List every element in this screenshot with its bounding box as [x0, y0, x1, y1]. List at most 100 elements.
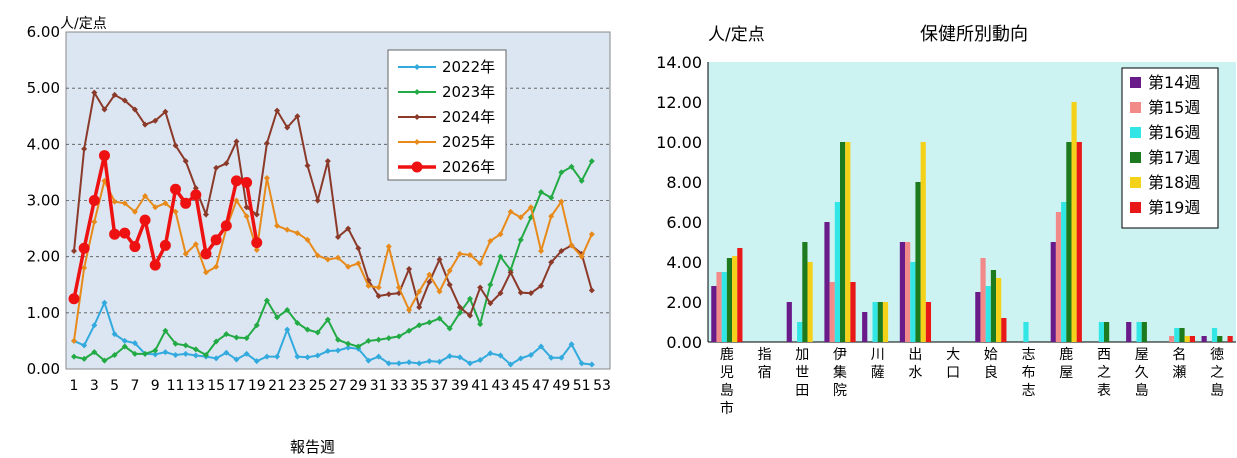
data-point: [426, 278, 433, 285]
data-point: [91, 349, 98, 356]
data-point: [497, 352, 504, 359]
data-point: [274, 222, 281, 229]
x-tick-label: 27: [329, 378, 347, 394]
category-label: 西之表: [1097, 347, 1111, 399]
x-tick-label: 37: [431, 378, 449, 394]
data-point: [182, 250, 189, 257]
x-tick-label: 35: [410, 378, 428, 394]
data-point: [385, 335, 392, 342]
data-point: [263, 140, 270, 147]
line-chart-y-tick-labels: 0.00 1.00 2.00 3.00 4.00 5.00 6.00: [27, 23, 60, 378]
data-point: [172, 351, 179, 358]
data-point: [213, 355, 220, 362]
y-tick-label: 0.00: [666, 333, 702, 352]
data-point: [131, 340, 138, 347]
data-point: [182, 158, 189, 165]
data-point: [527, 290, 534, 297]
bar: [1126, 322, 1132, 342]
x-tick-label: 15: [207, 378, 225, 394]
bar: [985, 286, 991, 342]
data-point: [436, 358, 443, 365]
category-label-char: 口: [946, 365, 960, 381]
data-point: [324, 348, 331, 355]
bar: [797, 322, 803, 342]
category-label-char: 志: [1022, 347, 1036, 363]
data-point: [517, 289, 524, 296]
data-point: [192, 346, 199, 353]
data-point: [446, 281, 453, 288]
data-point: [192, 241, 199, 248]
data-point: [314, 329, 321, 336]
data-point: [365, 337, 372, 344]
bar: [925, 302, 932, 342]
data-point: [355, 245, 362, 252]
data-point: [182, 342, 189, 349]
legend-swatch-marker: [414, 114, 420, 120]
data-point: [487, 237, 494, 244]
legend-label: 第17週: [1148, 148, 1200, 167]
y-tick-label: 6.00: [27, 23, 60, 41]
data-point: [324, 256, 331, 263]
data-point: [213, 338, 220, 345]
x-tick-label: 21: [268, 378, 286, 394]
data-point: [456, 309, 463, 316]
legend-swatch: [1130, 77, 1141, 88]
bar: [1184, 336, 1190, 342]
data-point: [152, 351, 159, 358]
data-point: [223, 349, 230, 356]
data-point: [416, 322, 423, 329]
data-point: [172, 340, 179, 347]
data-point: [131, 106, 138, 113]
y-tick-label: 10.00: [656, 133, 702, 152]
line-chart-x-axis-label: 報告週: [290, 438, 335, 456]
data-point: [243, 213, 250, 220]
data-point: [274, 314, 281, 321]
data-point: [416, 360, 423, 367]
category-label-char: 之: [1210, 365, 1224, 381]
data-point: [375, 284, 382, 291]
x-tick-label: 17: [228, 378, 246, 394]
data-point: [558, 248, 565, 255]
bar: [1098, 322, 1104, 342]
bar: [1076, 142, 1082, 342]
x-tick-label: 23: [288, 378, 306, 394]
legend-swatch-marker: [414, 139, 420, 145]
data-point: [274, 107, 281, 114]
bar: [1001, 318, 1007, 342]
data-point: [111, 91, 118, 98]
bar: [845, 142, 851, 342]
x-tick-label: 31: [370, 378, 388, 394]
x-tick-label: 1: [70, 378, 79, 394]
data-point: [91, 218, 98, 225]
line-chart-x-tick-labels: 1 3 5 7 9 11 13 15 17 19 21 23 25 27 29 31 33 35 37 39 41 43 4…: [70, 378, 611, 394]
line-chart-y-axis-label: 人/定点: [60, 16, 107, 32]
data-point: [436, 315, 443, 322]
bar: [877, 302, 883, 342]
data-point: [487, 300, 494, 307]
data-point: [71, 337, 77, 344]
data-point: [243, 204, 250, 211]
data-point: [243, 335, 250, 342]
data-point: [335, 234, 341, 241]
data-point: [558, 169, 565, 176]
data-point: [446, 267, 453, 274]
data-point: [406, 307, 413, 314]
x-tick-label: 3: [90, 378, 99, 394]
data-point: [98, 150, 110, 162]
data-point: [578, 177, 585, 184]
category-label-char: 田: [795, 383, 809, 399]
data-point: [172, 208, 179, 215]
legend-swatch: [1130, 152, 1141, 163]
data-point: [436, 256, 443, 263]
category-label: 徳之島: [1210, 347, 1224, 399]
data-point: [335, 347, 341, 354]
category-label-char: 屋: [1135, 347, 1149, 363]
data-point: [284, 226, 291, 233]
data-point: [507, 208, 514, 215]
data-point: [395, 333, 402, 340]
data-point: [304, 354, 311, 361]
data-point: [314, 197, 321, 204]
x-tick-label: 43: [492, 378, 510, 394]
